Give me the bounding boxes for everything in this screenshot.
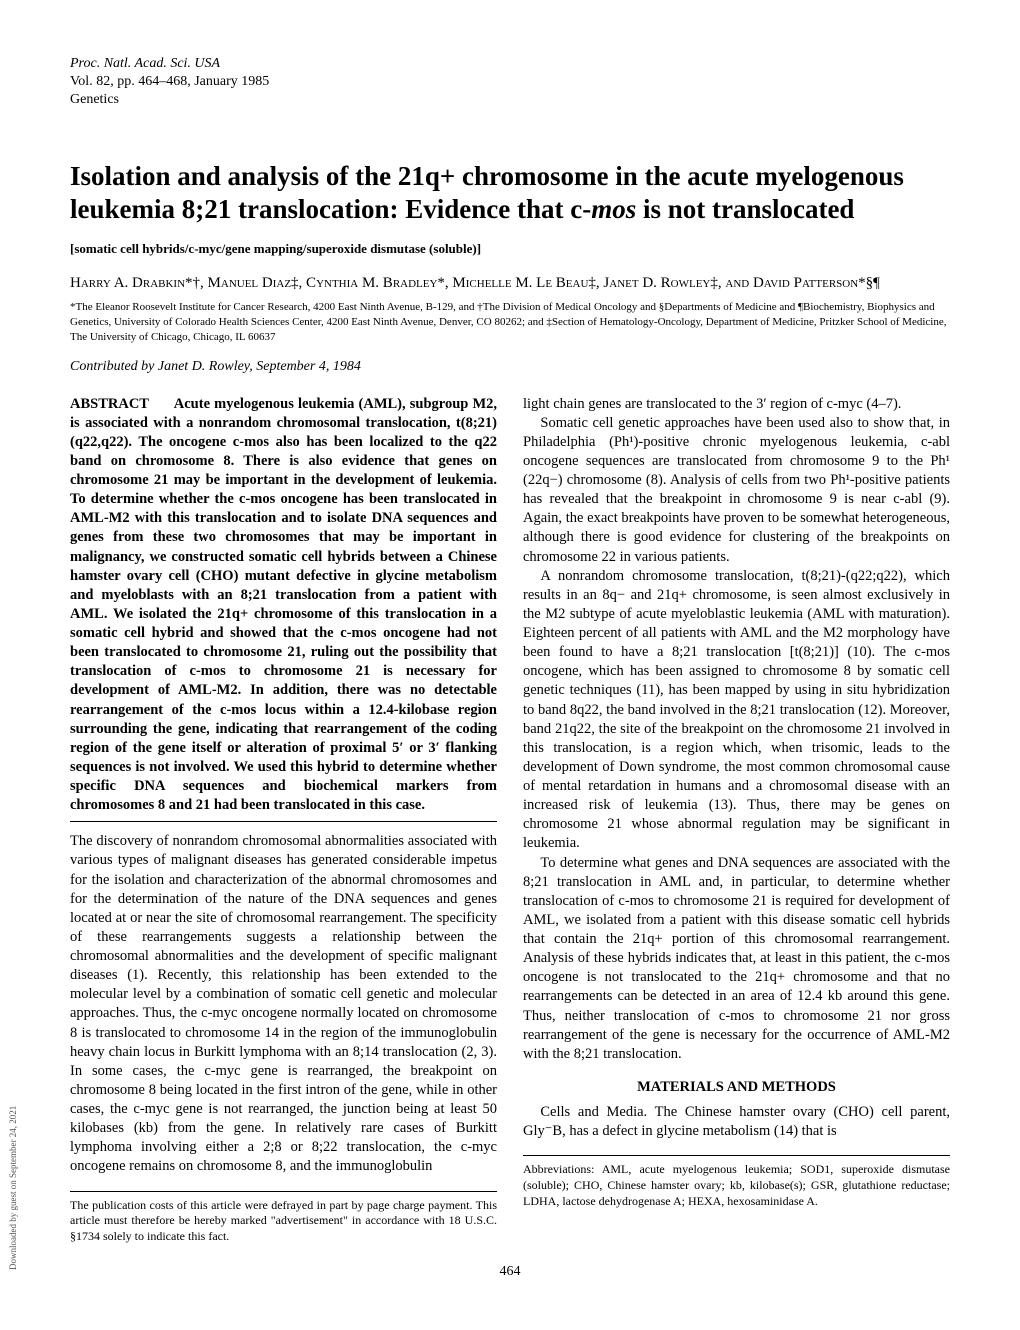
contributed-line: Contributed by Janet D. Rowley, Septembe… [70, 359, 950, 375]
title-part-3: is not translocated [636, 194, 854, 224]
title-part-italic: mos [591, 194, 636, 224]
journal-header: Proc. Natl. Acad. Sci. USA Vol. 82, pp. … [70, 55, 950, 110]
keywords: [somatic cell hybrids/c-myc/gene mapping… [70, 241, 950, 257]
authors: Harry A. Drabkin*†, Manuel Diaz‡, Cynthi… [70, 275, 950, 292]
abstract-rule [70, 821, 497, 822]
left-column: ABSTRACT Acute myelogenous leukemia (AML… [70, 395, 497, 1245]
abstract-text: Acute myelogenous leukemia (AML), subgro… [70, 396, 497, 814]
abstract-label: ABSTRACT [70, 396, 149, 412]
right-column: light chain genes are translocated to th… [523, 395, 950, 1245]
abstract: ABSTRACT Acute myelogenous leukemia (AML… [70, 395, 497, 816]
body-paragraph: To determine what genes and DNA sequence… [523, 854, 950, 1064]
page: Proc. Natl. Acad. Sci. USA Vol. 82, pp. … [0, 0, 1020, 1320]
body-paragraph: A nonrandom chromosome translocation, t(… [523, 567, 950, 854]
footnote-rule-left: The publication costs of this article we… [70, 1191, 497, 1245]
affiliations: *The Eleanor Roosevelt Institute for Can… [70, 300, 950, 345]
body-paragraph: light chain genes are translocated to th… [523, 395, 950, 414]
download-note: Downloaded by guest on September 24, 202… [8, 1106, 18, 1270]
left-footnote: The publication costs of this article we… [70, 1198, 497, 1245]
footnote-rule-right: Abbreviations: AML, acute myelogenous le… [523, 1155, 950, 1209]
page-number: 464 [70, 1264, 950, 1280]
journal-name: Proc. Natl. Acad. Sci. USA [70, 55, 950, 73]
body-paragraph: Somatic cell genetic approaches have bee… [523, 414, 950, 567]
materials-paragraph: Cells and Media. The Chinese hamster ova… [523, 1103, 950, 1141]
body-paragraph: The discovery of nonrandom chromosomal a… [70, 832, 497, 1176]
materials-heading: MATERIALS AND METHODS [523, 1078, 950, 1097]
right-footnote: Abbreviations: AML, acute myelogenous le… [523, 1162, 950, 1209]
journal-volume: Vol. 82, pp. 464–468, January 1985 [70, 73, 950, 91]
article-title: Isolation and analysis of the 21q+ chrom… [70, 160, 950, 228]
columns: ABSTRACT Acute myelogenous leukemia (AML… [70, 395, 950, 1245]
journal-section: Genetics [70, 91, 950, 109]
